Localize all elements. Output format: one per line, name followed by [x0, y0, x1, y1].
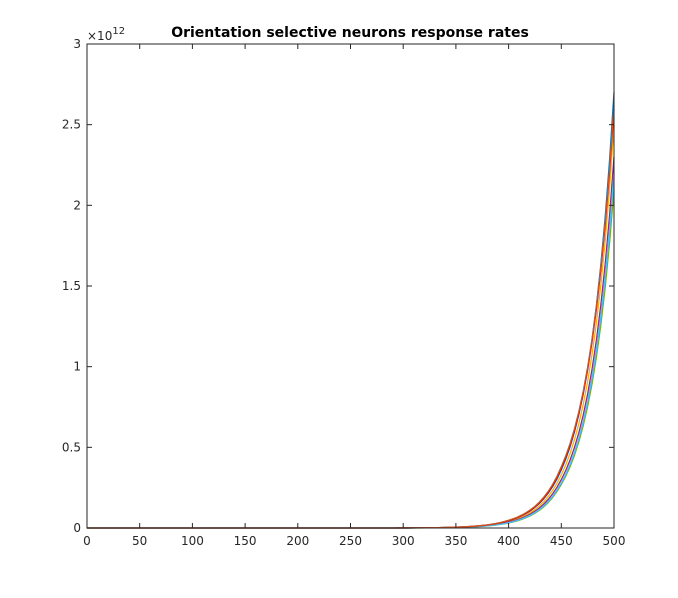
- x-tick-label: 200: [286, 534, 309, 548]
- y-tick-label: 1.5: [62, 279, 81, 293]
- y-exponent-power: 12: [112, 26, 125, 37]
- y-tick-label: 0: [73, 521, 81, 535]
- x-tick-label: 350: [444, 534, 467, 548]
- x-tick-label: 100: [181, 534, 204, 548]
- y-axis: 0 0.5 1 1.5 2 2.5 3: [62, 37, 614, 535]
- x-tick-label: 250: [339, 534, 362, 548]
- y-tick-label: 3: [73, 37, 81, 51]
- x-tick-label: 500: [603, 534, 626, 548]
- x-tick-label: 450: [550, 534, 573, 548]
- y-tick-label: 0.5: [62, 440, 81, 454]
- y-tick-label: 2: [73, 198, 81, 212]
- x-tick-label: 50: [132, 534, 147, 548]
- y-exponent-base: ×10: [87, 29, 112, 43]
- y-tick-label: 1: [73, 360, 81, 374]
- x-tick-label: 400: [497, 534, 520, 548]
- x-tick-label: 150: [234, 534, 257, 548]
- chart-title: Orientation selective neurons response r…: [171, 25, 529, 41]
- y-exponent-label: ×1012: [87, 26, 125, 43]
- x-tick-label: 0: [83, 534, 91, 548]
- x-axis: 0 50 100 150 200 250 300 350 400 450 500: [83, 44, 625, 548]
- plot-area-background: [87, 44, 614, 528]
- y-tick-label: 2.5: [62, 118, 81, 132]
- x-tick-label: 300: [392, 534, 415, 548]
